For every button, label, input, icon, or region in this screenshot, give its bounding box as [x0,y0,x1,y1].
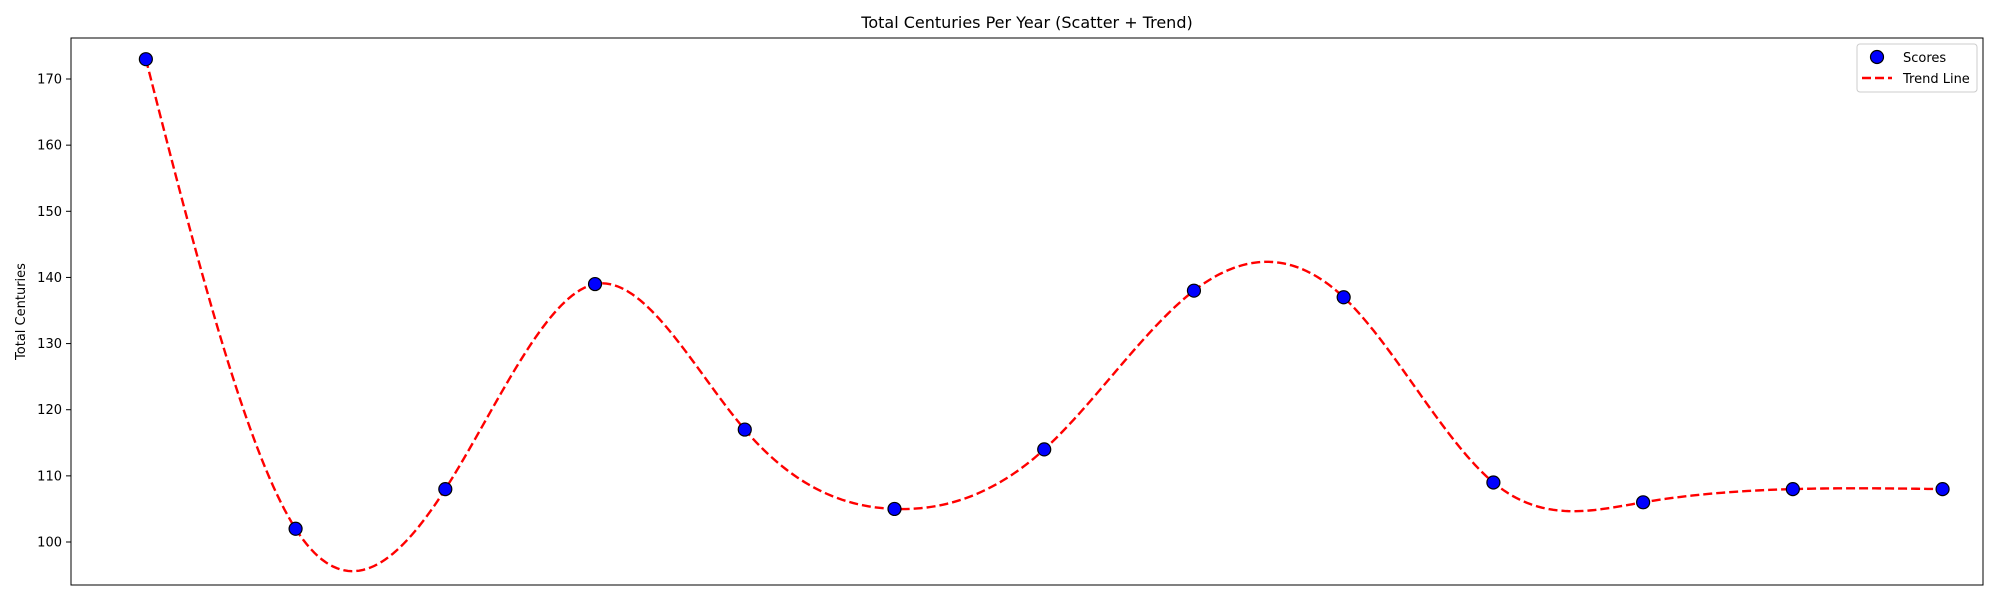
y-axis-label: Total Centuries [14,263,29,361]
y-tick-label: 130 [37,337,62,352]
chart-title: Total Centuries Per Year (Scatter + Tren… [860,13,1192,32]
scatter-point [587,276,603,292]
y-axis: 100 110 120 130 140 150 160 170 [37,73,71,551]
y-tick-label: 120 [37,403,62,418]
scatter-point [1486,475,1501,490]
scatter-point [1336,290,1351,305]
scatter-point [737,422,752,437]
scatter-point [1037,442,1052,457]
scatter-point [1186,283,1202,298]
plot-frame [70,37,1984,586]
scatter-point [1636,495,1651,510]
scatter-point [1785,481,1800,497]
scatter-point [288,521,303,536]
legend: Scores Trend Line [1856,43,1978,93]
trend-line [144,58,1943,573]
y-tick-label: 100 [37,536,62,551]
legend-box [1856,43,1978,93]
series-layer [138,52,1950,573]
scatter-point [887,501,902,517]
legend-label-scores: Scores [1903,51,1946,66]
scatter-point [438,481,453,497]
y-tick-label: 140 [37,271,62,286]
scatter-point [1935,481,1950,497]
y-tick-label: 150 [37,205,62,220]
legend-marker-scores [1869,49,1885,65]
y-tick-label: 170 [37,73,62,88]
legend-label-trend: Trend Line [1902,72,1970,87]
scatter-point [138,52,153,67]
y-tick-label: 110 [37,469,62,484]
y-tick-label: 160 [37,139,62,154]
